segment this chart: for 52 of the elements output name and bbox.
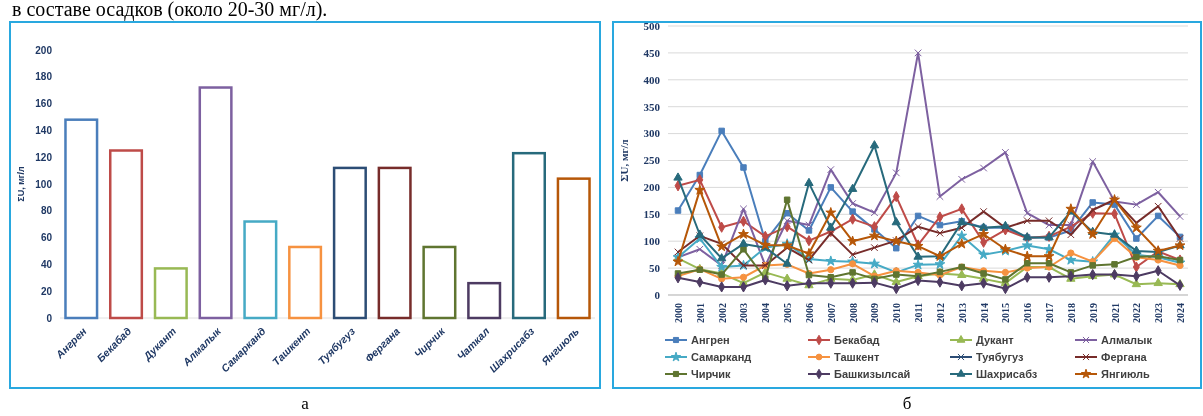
x-tick-label: 2005 bbox=[782, 303, 794, 323]
y-tick-label: 150 bbox=[643, 208, 661, 221]
x-tick-label: 2013 bbox=[956, 303, 968, 323]
x-tick-label: 2019 bbox=[1087, 303, 1099, 323]
y-tick-label: 100 bbox=[643, 235, 661, 248]
y-tick-label: 80 bbox=[40, 205, 53, 217]
text: б bbox=[902, 394, 912, 413]
y-tick-label: 500 bbox=[643, 19, 661, 32]
y-tick-label: 180 bbox=[35, 71, 53, 83]
x-tick-label: 2011 bbox=[913, 303, 925, 323]
x-tick-label: 2003 bbox=[738, 303, 750, 323]
x-tick-label: 2022 bbox=[1131, 303, 1143, 323]
y-tick-label: 160 bbox=[35, 98, 53, 110]
y-tick-label: 0 bbox=[46, 312, 53, 324]
y-tick-label: 200 bbox=[643, 181, 661, 194]
y-tick-label: 40 bbox=[40, 258, 53, 270]
x-tick-label: 2002 bbox=[716, 303, 728, 323]
x-tick-label: 2008 bbox=[847, 303, 859, 323]
x-tick-label: 2000 bbox=[673, 303, 684, 323]
text: в составе осадков (около 20-30 мг/л). bbox=[12, 0, 328, 21]
legend-label: Башкизылсай bbox=[834, 367, 911, 380]
y-tick-label: 50 bbox=[649, 261, 661, 274]
x-tick-label: 2023 bbox=[1153, 303, 1165, 323]
x-tick-label: 2024 bbox=[1175, 303, 1186, 323]
y-tick-label: 0 bbox=[654, 288, 661, 301]
y-tick-label: 400 bbox=[643, 73, 661, 86]
x-tick-label: 2012 bbox=[934, 303, 946, 323]
x-tick-label: 2004 bbox=[760, 303, 772, 323]
y-tick-label: 100 bbox=[35, 178, 53, 190]
y-tick-label: 20 bbox=[40, 285, 53, 297]
y-tick-label: 60 bbox=[40, 232, 53, 244]
x-tick-label: 2001 bbox=[694, 303, 706, 323]
y-axis-title: ΣU, мг/л bbox=[16, 165, 26, 202]
x-tick-label: 2016 bbox=[1022, 303, 1034, 323]
y-tick-label: 450 bbox=[643, 46, 661, 59]
x-tick-label: 2010 bbox=[891, 303, 903, 323]
x-tick-label: 2015 bbox=[1000, 303, 1012, 323]
y-tick-label: 250 bbox=[643, 154, 661, 167]
x-tick-label: 2006 bbox=[803, 303, 815, 323]
y-tick-label: 350 bbox=[643, 100, 661, 113]
x-tick-label: 2014 bbox=[978, 303, 990, 323]
y-tick-label: 140 bbox=[35, 124, 53, 136]
y-tick-label: 120 bbox=[35, 151, 53, 163]
y-tick-label: 300 bbox=[643, 127, 661, 140]
x-tick-label: 2009 bbox=[869, 303, 881, 323]
text: а bbox=[301, 394, 310, 413]
x-tick-label: 2021 bbox=[1109, 303, 1121, 323]
y-axis-title: ΣU, мг/л bbox=[618, 139, 630, 182]
x-tick-label: 2007 bbox=[825, 303, 837, 323]
x-tick-label: 2017 bbox=[1044, 303, 1056, 323]
y-tick-label: 200 bbox=[35, 44, 53, 56]
x-tick-label: 2018 bbox=[1065, 303, 1077, 323]
